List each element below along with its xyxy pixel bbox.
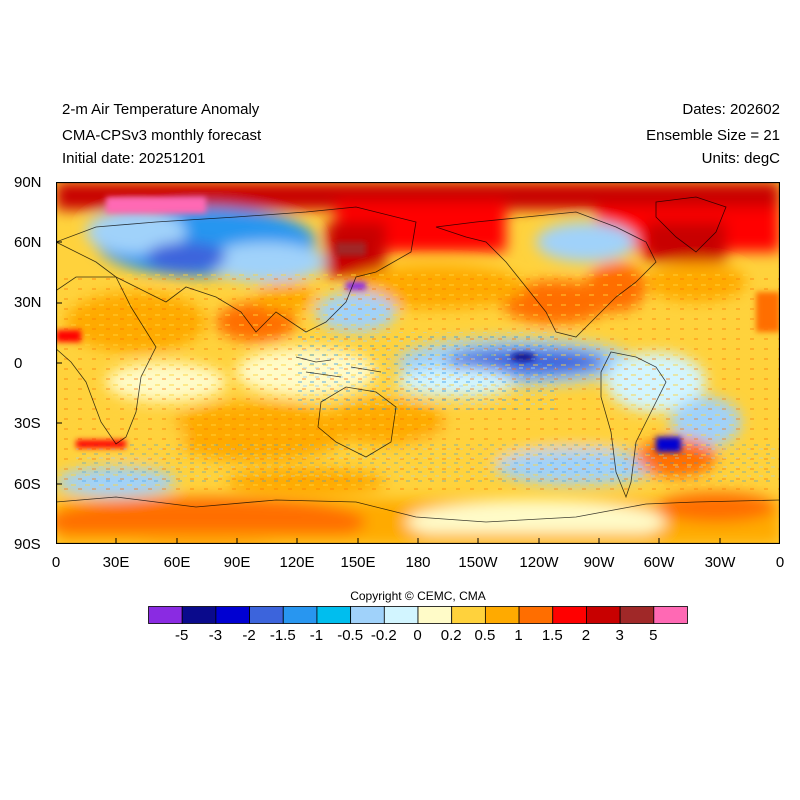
colorbar-label: 1.5 <box>541 627 563 644</box>
colorbar-label: 2 <box>581 627 591 644</box>
lat-label-eq: 0 <box>14 355 23 372</box>
forecast-dates: Dates: 202602 <box>682 101 780 118</box>
colorbar-swatch <box>316 606 352 624</box>
colorbar-swatch <box>350 606 385 624</box>
lon-label-30e: 30E <box>102 554 130 571</box>
colorbar-swatch <box>552 606 587 624</box>
colorbar-swatch <box>451 606 486 624</box>
colorbar-label: -5 <box>175 627 189 644</box>
lon-label-150w: 150W <box>458 554 498 571</box>
lon-label-90w: 90W <box>583 554 615 571</box>
colorbar-swatch <box>653 606 688 624</box>
colorbar-label: -2 <box>242 627 256 644</box>
lat-label-90n: 90N <box>14 174 42 191</box>
anomaly-map <box>55 181 781 545</box>
colorbar <box>148 606 688 624</box>
lat-label-30n: 30N <box>14 294 42 311</box>
colorbar-swatch <box>383 606 419 624</box>
colorbar-swatch <box>249 606 284 624</box>
colorbar-label: 3 <box>615 627 624 644</box>
colorbar-label: 1 <box>514 627 523 644</box>
colorbar-swatch <box>619 606 655 624</box>
lon-label-90e: 90E <box>223 554 251 571</box>
initial-date: Initial date: 20251201 <box>62 150 206 167</box>
lon-label-0: 0 <box>51 554 61 571</box>
coastlines <box>56 196 780 523</box>
units-label: Units: degC <box>701 150 780 167</box>
lat-label-60s: 60S <box>14 476 41 493</box>
axis-ticks <box>56 241 721 544</box>
lon-label-0-east: 0 <box>775 554 785 571</box>
lon-label-30w: 30W <box>704 554 736 571</box>
colorbar-swatch <box>586 606 621 624</box>
colorbar-swatch <box>215 606 250 624</box>
lon-label-150e: 150E <box>340 554 376 571</box>
colorbar-label: -0.2 <box>370 627 397 644</box>
colorbar-label: -3 <box>208 627 223 644</box>
colorbar-swatch <box>181 606 217 624</box>
colorbar-label: 0 <box>413 627 422 644</box>
lon-label-60e: 60E <box>163 554 191 571</box>
copyright-text: Copyright © CEMC, CMA <box>350 589 486 603</box>
colorbar-swatch <box>518 606 554 624</box>
map-title: 2-m Air Temperature Anomaly <box>62 101 260 118</box>
lon-label-60w: 60W <box>643 554 675 571</box>
colorbar-label: -1 <box>309 627 324 644</box>
colorbar-label: 0.5 <box>474 627 496 644</box>
lon-label-180: 180 <box>405 554 431 571</box>
ensemble-size: Ensemble Size = 21 <box>646 127 780 144</box>
map-subtitle: CMA-CPSv3 monthly forecast <box>62 127 262 144</box>
lat-label-60n: 60N <box>14 234 42 251</box>
lon-label-120e: 120E <box>279 554 315 571</box>
lat-label-30s: 30S <box>14 415 41 432</box>
colorbar-swatch <box>282 606 318 624</box>
anomaly-map-svg <box>55 181 781 545</box>
colorbar-swatch <box>484 606 520 624</box>
colorbar-label: -1.5 <box>269 627 296 644</box>
colorbar-label: -0.5 <box>337 627 364 644</box>
lon-label-120w: 120W <box>519 554 559 571</box>
colorbar-swatch <box>417 606 453 624</box>
colorbar-label: 0.2 <box>440 627 462 644</box>
colorbar-label: 5 <box>649 627 658 644</box>
lat-label-90s: 90S <box>14 536 41 553</box>
colorbar-swatch <box>148 606 183 624</box>
